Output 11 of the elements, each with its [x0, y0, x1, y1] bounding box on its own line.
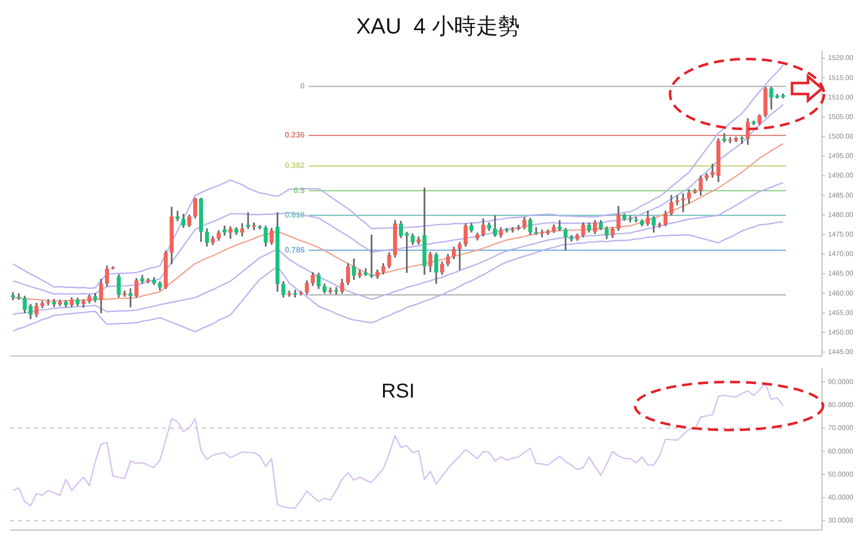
annotation: 0.786	[284, 245, 306, 254]
annotation: 0	[300, 82, 306, 91]
annotation: 0.236	[284, 130, 306, 140]
candlestick	[128, 288, 133, 308]
text: RSI	[381, 380, 415, 403]
candlestick	[176, 210, 180, 222]
annotation: 0.382	[284, 161, 306, 170]
candlestick	[710, 164, 715, 178]
candlestick	[370, 234, 374, 278]
candlestick	[540, 230, 544, 238]
chart-title: XAU 4 小時走勢	[356, 13, 520, 38]
